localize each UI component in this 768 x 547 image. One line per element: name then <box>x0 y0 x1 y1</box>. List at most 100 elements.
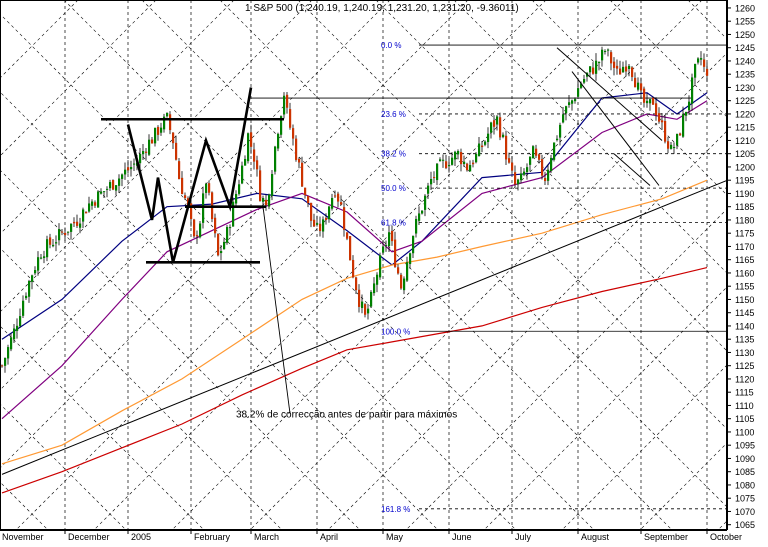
candle-body <box>382 246 385 253</box>
candle-body <box>406 262 409 281</box>
x-tick-label: June <box>452 532 472 542</box>
candle-body <box>283 95 286 115</box>
candle-body <box>199 223 202 238</box>
candle-body <box>331 198 334 209</box>
candle-body <box>442 159 445 161</box>
candle-body <box>613 61 616 68</box>
y-tick-label: 1145 <box>735 308 754 318</box>
candle-body <box>94 202 97 206</box>
fib-level-label: 23.6 % <box>381 110 406 119</box>
candle-body <box>337 193 340 202</box>
candle-body <box>220 251 223 254</box>
candle-body <box>325 217 328 220</box>
candle-body <box>658 113 661 122</box>
candle-body <box>484 141 487 145</box>
candle-body <box>205 183 208 193</box>
candle-body <box>34 270 37 274</box>
x-tick-label: July <box>515 532 532 542</box>
diagonal-gridline <box>76 0 625 547</box>
candle-body <box>16 325 19 331</box>
candle-body <box>412 235 415 254</box>
candle-body <box>388 232 391 247</box>
candle-body <box>403 278 406 291</box>
candle-body <box>64 232 67 236</box>
candle-body <box>172 132 175 144</box>
candle-body <box>577 88 580 97</box>
diagonal-gridline <box>0 13 534 547</box>
candle-body <box>568 102 571 106</box>
y-tick-label: 1245 <box>735 43 755 53</box>
y-tick-label: 1170 <box>735 242 754 252</box>
y-tick-label: 1115 <box>735 388 754 398</box>
candle-body <box>295 138 298 160</box>
candle-body <box>475 153 478 163</box>
candle-body <box>28 281 31 297</box>
y-tick-label: 1175 <box>735 229 754 239</box>
candle-body <box>121 174 124 179</box>
y-tick-label: 1220 <box>735 109 755 119</box>
candle-body <box>286 94 289 108</box>
candle-body <box>91 201 94 206</box>
candle-body <box>274 146 277 172</box>
fib-level-label: 61.8 % <box>381 219 406 228</box>
candle-body <box>214 217 217 234</box>
candle-body <box>436 163 439 181</box>
candle-body <box>25 295 28 299</box>
y-tick-label: 1185 <box>735 202 754 212</box>
y-tick-label: 1235 <box>735 70 755 80</box>
candle-body <box>502 134 505 138</box>
candle-body <box>190 203 193 220</box>
candle-body <box>676 133 679 146</box>
candle-body <box>334 195 337 197</box>
candle-body <box>604 51 607 53</box>
candle-body <box>352 259 355 278</box>
candle-body <box>469 165 472 172</box>
candle-body <box>703 59 706 67</box>
candle-body <box>541 159 544 176</box>
y-tick-label: 1130 <box>735 348 754 358</box>
candle-body <box>535 148 538 156</box>
candle-body <box>622 66 625 73</box>
candle-body <box>634 77 637 88</box>
channel-line <box>556 47 663 141</box>
candle-body <box>97 191 100 208</box>
x-tick-label: November <box>2 532 44 542</box>
candle-body <box>223 241 226 250</box>
diagonal-gridline <box>0 0 391 391</box>
candle-body <box>307 196 310 204</box>
x-tick-label: February <box>194 532 231 542</box>
y-tick-label: 1180 <box>735 215 754 225</box>
candle-body <box>529 156 532 165</box>
diagonal-gridline <box>310 89 768 547</box>
candle-body <box>253 149 256 162</box>
candle-body <box>310 202 313 221</box>
candle-body <box>85 211 88 214</box>
candle-body <box>364 304 367 315</box>
candle-body <box>298 158 301 163</box>
candle-body <box>328 206 331 220</box>
candle-body <box>580 83 583 88</box>
candle-body <box>472 162 475 165</box>
candle-body <box>415 218 418 234</box>
candle-body <box>133 163 136 165</box>
candle-body <box>115 185 118 191</box>
x-tick-label: September <box>644 532 688 542</box>
candle-body <box>430 178 433 185</box>
candle-body <box>316 223 319 225</box>
candle-body <box>58 229 61 241</box>
fib-level-label: 50.0 % <box>381 184 406 193</box>
candle-body <box>571 100 574 104</box>
candle-body <box>616 65 619 69</box>
diagonal-gridline <box>0 403 144 547</box>
diagonal-gridline <box>141 0 690 547</box>
candle-body <box>163 116 166 130</box>
y-tick-label: 1150 <box>735 295 754 305</box>
candle-body <box>466 163 469 171</box>
candle-body <box>565 106 568 114</box>
candle-body <box>67 231 70 233</box>
candle-body <box>184 195 187 199</box>
candle-body <box>511 162 514 171</box>
candle-body <box>292 128 295 139</box>
candle-body <box>217 233 220 256</box>
candle-body <box>244 158 247 166</box>
